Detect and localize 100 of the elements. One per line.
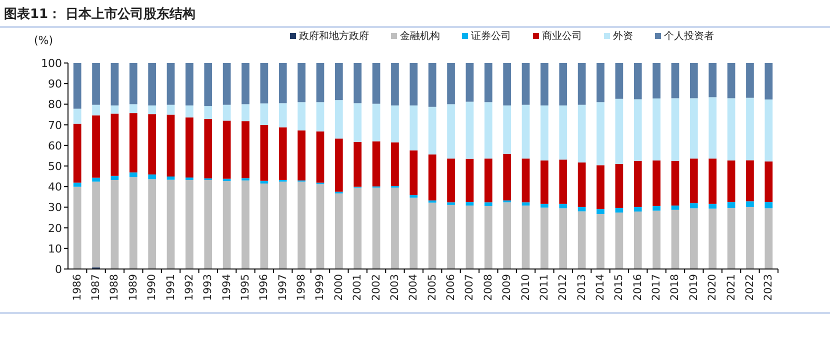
bar bbox=[372, 104, 380, 142]
bar bbox=[110, 63, 119, 106]
bar bbox=[727, 98, 736, 160]
legend-label: 外资 bbox=[613, 30, 633, 42]
bar bbox=[391, 105, 399, 142]
bar bbox=[92, 104, 100, 116]
bar bbox=[278, 63, 287, 104]
bar bbox=[260, 103, 268, 126]
x-tick-label: 2019 bbox=[688, 274, 700, 301]
bar bbox=[540, 160, 548, 204]
bar bbox=[110, 176, 119, 180]
x-tick-label: 2012 bbox=[557, 274, 570, 301]
bar bbox=[466, 102, 474, 159]
bar bbox=[222, 63, 231, 105]
bar bbox=[428, 154, 436, 200]
bar bbox=[298, 63, 306, 102]
bar bbox=[634, 160, 642, 207]
bar bbox=[671, 160, 680, 206]
bar bbox=[690, 98, 698, 159]
bar bbox=[222, 104, 231, 121]
bar bbox=[354, 142, 362, 187]
bar bbox=[428, 202, 436, 269]
bar bbox=[559, 63, 568, 106]
bar bbox=[148, 174, 156, 180]
legend-label: 证券公司 bbox=[471, 30, 511, 42]
bar bbox=[316, 184, 324, 269]
bar bbox=[260, 125, 268, 181]
bar bbox=[634, 206, 642, 212]
bar bbox=[634, 99, 642, 161]
x-tick-label: 1996 bbox=[258, 274, 270, 301]
y-tick-label: 50 bbox=[48, 160, 62, 173]
x-tick-label: 1986 bbox=[71, 274, 84, 301]
bar bbox=[410, 63, 418, 106]
bar bbox=[73, 186, 82, 269]
bar bbox=[466, 206, 474, 269]
bar bbox=[615, 212, 624, 269]
bar bbox=[578, 63, 586, 105]
bar bbox=[447, 204, 455, 269]
bar bbox=[652, 210, 660, 269]
x-tick-label: 2003 bbox=[388, 274, 401, 301]
bar bbox=[615, 208, 624, 213]
chart-title: 图表11： 日本上市公司股东结构 bbox=[4, 6, 196, 22]
bar bbox=[690, 158, 698, 204]
bar bbox=[354, 103, 362, 142]
bar bbox=[372, 188, 380, 269]
bar bbox=[129, 172, 138, 178]
y-tick-label: 100 bbox=[41, 57, 62, 70]
bar bbox=[372, 141, 380, 186]
bar bbox=[596, 63, 604, 102]
bar bbox=[391, 142, 399, 186]
x-tick-label: 2009 bbox=[501, 274, 514, 301]
bar bbox=[334, 138, 343, 192]
x-tick-label: 2018 bbox=[669, 274, 682, 301]
bar bbox=[186, 180, 194, 269]
bar bbox=[204, 180, 212, 269]
legend-label: 个人投资者 bbox=[664, 30, 714, 42]
bar bbox=[559, 208, 568, 269]
bar bbox=[92, 182, 100, 268]
bar bbox=[466, 202, 474, 206]
x-tick-label: 2016 bbox=[632, 274, 644, 301]
bar bbox=[484, 63, 492, 102]
y-tick-label: 20 bbox=[48, 222, 62, 235]
bar bbox=[746, 206, 754, 269]
x-tick-label: 2007 bbox=[464, 274, 476, 301]
bar bbox=[764, 208, 773, 269]
bar bbox=[540, 208, 548, 269]
bar bbox=[298, 182, 306, 269]
y-axis-title: (%) bbox=[34, 34, 54, 47]
x-tick-label: 2011 bbox=[538, 274, 550, 301]
bar bbox=[671, 63, 680, 98]
bar bbox=[186, 63, 194, 106]
bar bbox=[596, 102, 604, 166]
y-tick-label: 90 bbox=[48, 78, 62, 91]
bar bbox=[428, 63, 436, 107]
bar bbox=[260, 63, 268, 104]
bar bbox=[204, 106, 212, 120]
x-tick-label: 1994 bbox=[220, 274, 233, 301]
bar bbox=[746, 160, 754, 202]
x-tick-label: 2020 bbox=[706, 274, 719, 301]
bar bbox=[278, 182, 287, 269]
bar bbox=[484, 202, 492, 206]
bar bbox=[166, 63, 175, 105]
x-tick-label: 1987 bbox=[90, 274, 102, 301]
bar bbox=[652, 63, 660, 98]
bar bbox=[615, 63, 624, 99]
bar bbox=[764, 202, 773, 208]
legend-label: 商业公司 bbox=[542, 30, 582, 42]
x-tick-label: 1989 bbox=[127, 274, 140, 301]
y-tick-label: 70 bbox=[48, 118, 62, 132]
x-tick-label: 1993 bbox=[202, 274, 214, 301]
y-tick-label: 0 bbox=[55, 263, 62, 276]
bar bbox=[166, 114, 175, 177]
bar bbox=[596, 165, 604, 210]
bar bbox=[222, 181, 231, 269]
bar bbox=[410, 195, 418, 198]
x-tick-label: 2008 bbox=[482, 274, 494, 301]
bar bbox=[522, 63, 530, 105]
bar bbox=[92, 115, 100, 178]
bar bbox=[222, 120, 231, 179]
y-tick-label: 30 bbox=[48, 201, 62, 214]
